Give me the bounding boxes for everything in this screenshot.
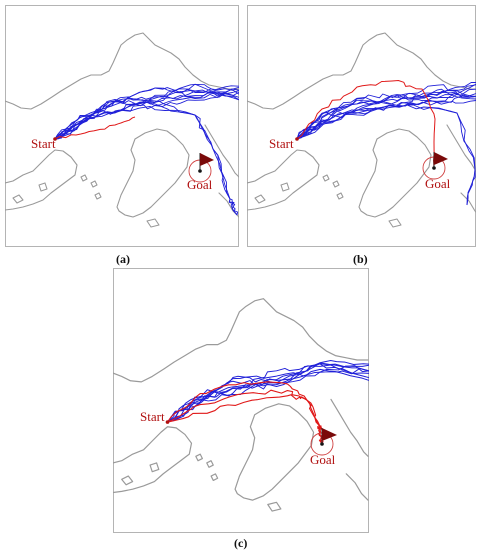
coastline-segment (195, 453, 203, 462)
panel-a: Start Goal (5, 5, 239, 247)
coastline-segment (80, 174, 88, 182)
coastline-segment (206, 460, 214, 468)
coastline-segment (247, 149, 320, 211)
goal-marker (188, 153, 214, 183)
start-label: Start (269, 136, 294, 151)
coastline (247, 32, 476, 228)
start-label: Start (31, 136, 56, 151)
goal-label: Goal (310, 452, 336, 467)
blue-trajectory (296, 95, 476, 140)
trajectories (295, 80, 476, 206)
panel-label-c: (c) (234, 536, 248, 550)
coastline-segment (113, 426, 193, 494)
goal-flag-icon (200, 153, 214, 166)
panel-c: Start Goal (113, 268, 369, 533)
coastline-segment (330, 398, 369, 457)
blue-trajectory (167, 363, 369, 423)
coastline-segment (90, 180, 98, 188)
goal-label: Goal (425, 176, 451, 191)
blue-trajectory (296, 83, 476, 140)
panel-b: Start Goal (247, 5, 476, 247)
coastline-segment (113, 298, 369, 383)
coastline-segment (345, 473, 369, 501)
panel-label-b: (b) (353, 252, 368, 266)
trajectories (165, 360, 369, 445)
blue-trajectory (167, 362, 369, 423)
blue-trajectory (296, 82, 476, 140)
start-point (165, 420, 170, 424)
goal-marker (310, 428, 337, 456)
coastline-segment (254, 194, 266, 204)
coastline-segment (247, 32, 476, 110)
blue-trajectory (296, 88, 476, 140)
map-panel-c: Start Goal (113, 268, 369, 533)
goal-marker (422, 152, 448, 180)
coastline-segment (234, 403, 315, 501)
panel-frame (247, 5, 476, 247)
coastline-segment (5, 32, 239, 110)
coastline-segment (121, 475, 134, 486)
coastline-segment (446, 124, 476, 173)
coastline-segment (336, 192, 344, 200)
coastline-segment (116, 128, 190, 218)
coastline-segment (358, 128, 432, 218)
blue-trajectory (54, 85, 239, 140)
map-panel-b: Start Goal (247, 5, 476, 247)
goal-label: Goal (187, 177, 213, 192)
coastline-segment (332, 180, 340, 188)
coastline-segment (322, 174, 330, 182)
blue-trajectory (296, 91, 476, 140)
start-point (295, 137, 299, 141)
red-trajectory (296, 80, 436, 169)
trajectories (53, 83, 239, 216)
blue-trajectory (54, 90, 239, 140)
goal-flag-icon (434, 152, 448, 165)
coastline (5, 32, 239, 228)
map-panel-a: Start Goal (5, 5, 239, 247)
blue-trajectory (167, 367, 369, 423)
red-trajectory (167, 381, 323, 445)
blue-trajectory (54, 105, 238, 216)
panel-frame (113, 268, 369, 533)
coastline-segment (149, 462, 160, 473)
coastline-segment (388, 218, 402, 228)
coastline-segment (146, 218, 160, 228)
panel-frame (5, 5, 239, 247)
coastline-segment (12, 194, 24, 204)
blue-trajectory (167, 364, 369, 423)
red-trajectory (54, 116, 136, 140)
coastline-segment (38, 182, 48, 192)
coastline-segment (5, 149, 78, 211)
goal-flag-icon (322, 428, 337, 441)
coastline-segment (460, 192, 476, 213)
coastline-segment (204, 124, 239, 178)
coastline-segment (267, 501, 282, 512)
blue-trajectory (54, 83, 239, 140)
coastline-segment (210, 473, 219, 482)
coastline (113, 298, 369, 512)
panel-label-a: (a) (116, 252, 130, 266)
start-point (53, 137, 57, 141)
blue-trajectory (296, 84, 476, 140)
coastline-segment (280, 182, 290, 192)
start-label: Start (140, 409, 165, 424)
coastline-segment (94, 192, 102, 200)
